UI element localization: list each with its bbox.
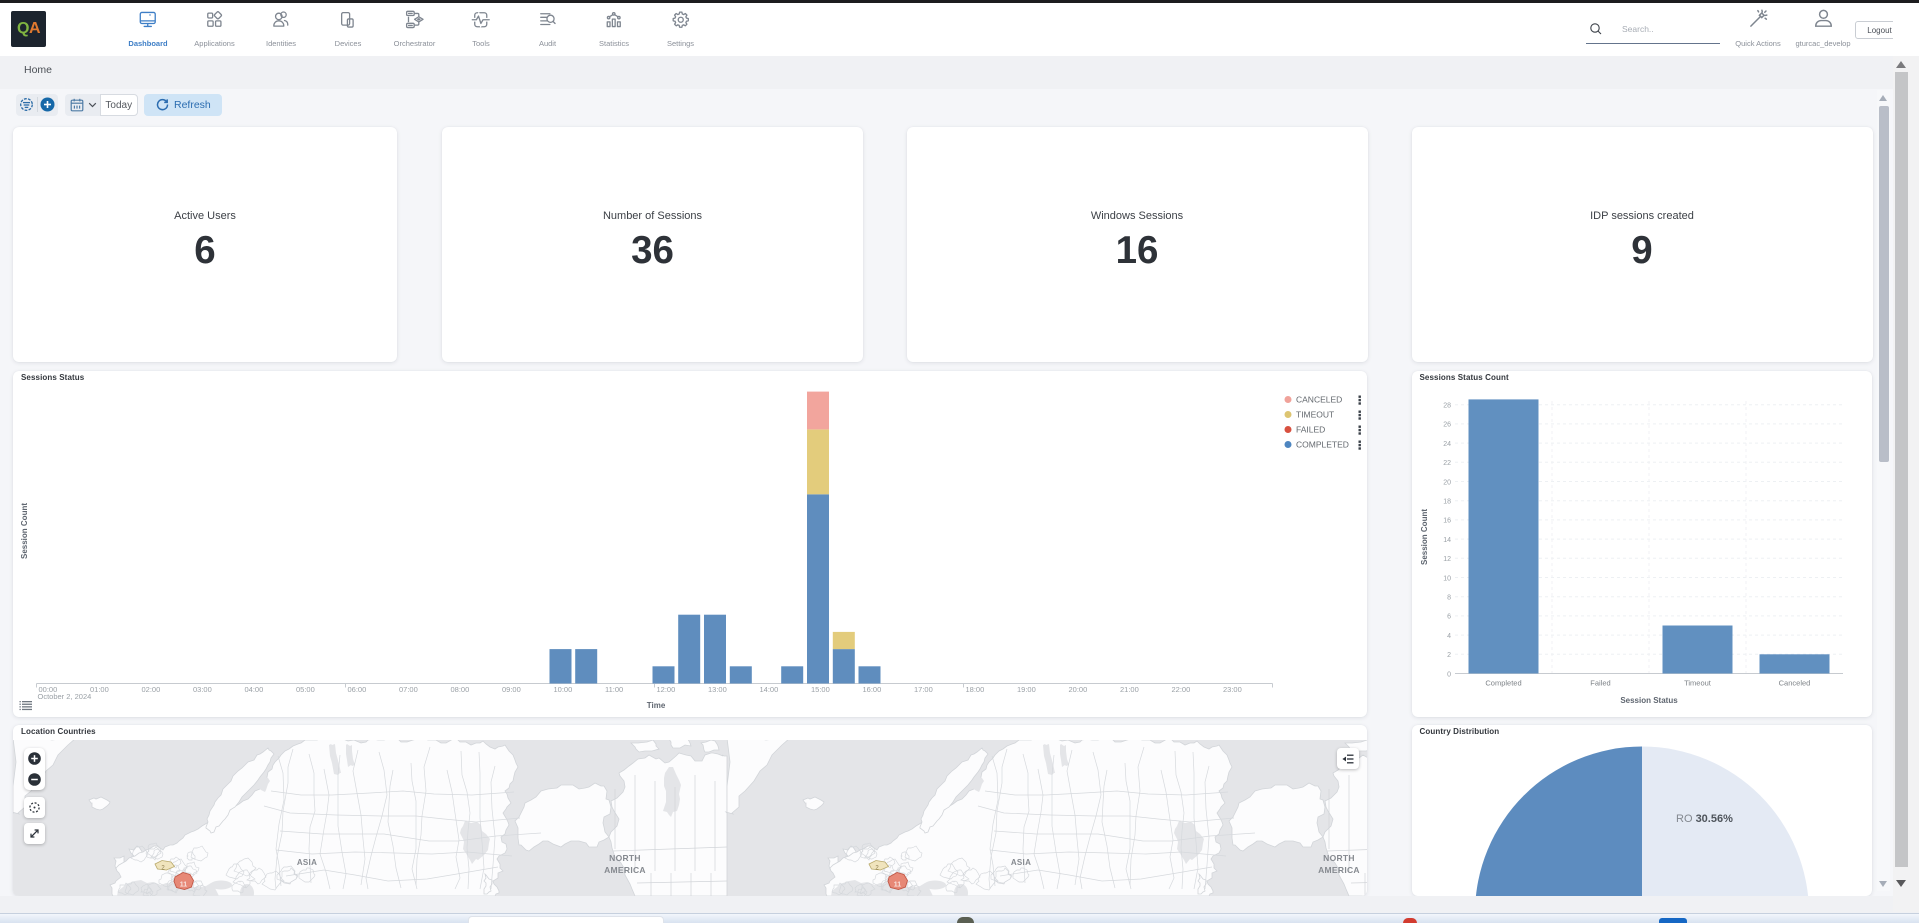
svg-text:23:00: 23:00 [1223, 685, 1242, 694]
svg-text:28: 28 [1443, 402, 1451, 409]
svg-text:4: 4 [1447, 632, 1451, 639]
svg-text:FAILED: FAILED [1296, 424, 1325, 434]
svg-text:13:00: 13:00 [708, 685, 727, 694]
svg-text:Completed: Completed [1485, 678, 1521, 687]
svg-text:10:00: 10:00 [554, 685, 573, 694]
svg-text:Session Count: Session Count [20, 502, 29, 558]
svg-text:18: 18 [1443, 498, 1451, 505]
svg-text:00:00: 00:00 [39, 685, 58, 694]
svg-text:RO 30.56%: RO 30.56% [1676, 813, 1733, 825]
svg-text:21:00: 21:00 [1120, 685, 1139, 694]
svg-text:01:00: 01:00 [90, 685, 109, 694]
svg-text:08:00: 08:00 [451, 685, 470, 694]
svg-text:11: 11 [180, 881, 188, 888]
svg-text:8: 8 [1447, 594, 1451, 601]
svg-text:22: 22 [1443, 460, 1451, 467]
svg-text:04:00: 04:00 [245, 685, 264, 694]
svg-text:11:00: 11:00 [605, 685, 623, 694]
svg-text:17:00: 17:00 [914, 685, 933, 694]
svg-text:Time: Time [647, 701, 666, 710]
svg-text:18:00: 18:00 [966, 685, 985, 694]
svg-text:19:00: 19:00 [1017, 685, 1036, 694]
svg-text:Canceled: Canceled [1778, 678, 1810, 687]
svg-text:20: 20 [1443, 479, 1451, 486]
svg-text:12:00: 12:00 [657, 685, 676, 694]
svg-text:20:00: 20:00 [1069, 685, 1088, 694]
svg-text:NORTH: NORTH [609, 853, 641, 863]
svg-text:10: 10 [1443, 575, 1451, 582]
svg-text:ASIA: ASIA [297, 858, 317, 867]
svg-text:6: 6 [1447, 613, 1451, 620]
svg-text:AMERICA: AMERICA [604, 865, 646, 875]
svg-text:COMPLETED: COMPLETED [1296, 439, 1349, 449]
svg-text:Timeout: Timeout [1684, 678, 1712, 687]
svg-text:Session Count: Session Count [1420, 508, 1429, 564]
svg-text:CANCELED: CANCELED [1296, 394, 1342, 404]
svg-text:22:00: 22:00 [1172, 685, 1191, 694]
svg-text:Session Status: Session Status [1620, 696, 1678, 705]
svg-text:03:00: 03:00 [193, 685, 212, 694]
svg-text:07:00: 07:00 [399, 685, 418, 694]
svg-text:09:00: 09:00 [502, 685, 521, 694]
svg-text:October 2, 2024: October 2, 2024 [38, 692, 92, 701]
svg-text:24: 24 [1443, 440, 1451, 447]
svg-text:2: 2 [161, 865, 165, 871]
svg-text:16:00: 16:00 [863, 685, 882, 694]
svg-text:02:00: 02:00 [142, 685, 161, 694]
svg-text:14: 14 [1443, 536, 1451, 543]
svg-text:Failed: Failed [1590, 678, 1610, 687]
svg-text:06:00: 06:00 [348, 685, 367, 694]
svg-text:2: 2 [1447, 652, 1451, 659]
svg-text:26: 26 [1443, 421, 1451, 428]
svg-text:14:00: 14:00 [760, 685, 779, 694]
svg-text:15:00: 15:00 [811, 685, 830, 694]
svg-text:0: 0 [1447, 671, 1451, 678]
svg-text:12: 12 [1443, 556, 1451, 563]
svg-text:TIMEOUT: TIMEOUT [1296, 409, 1334, 419]
svg-text:05:00: 05:00 [296, 685, 315, 694]
svg-text:16: 16 [1443, 517, 1451, 524]
